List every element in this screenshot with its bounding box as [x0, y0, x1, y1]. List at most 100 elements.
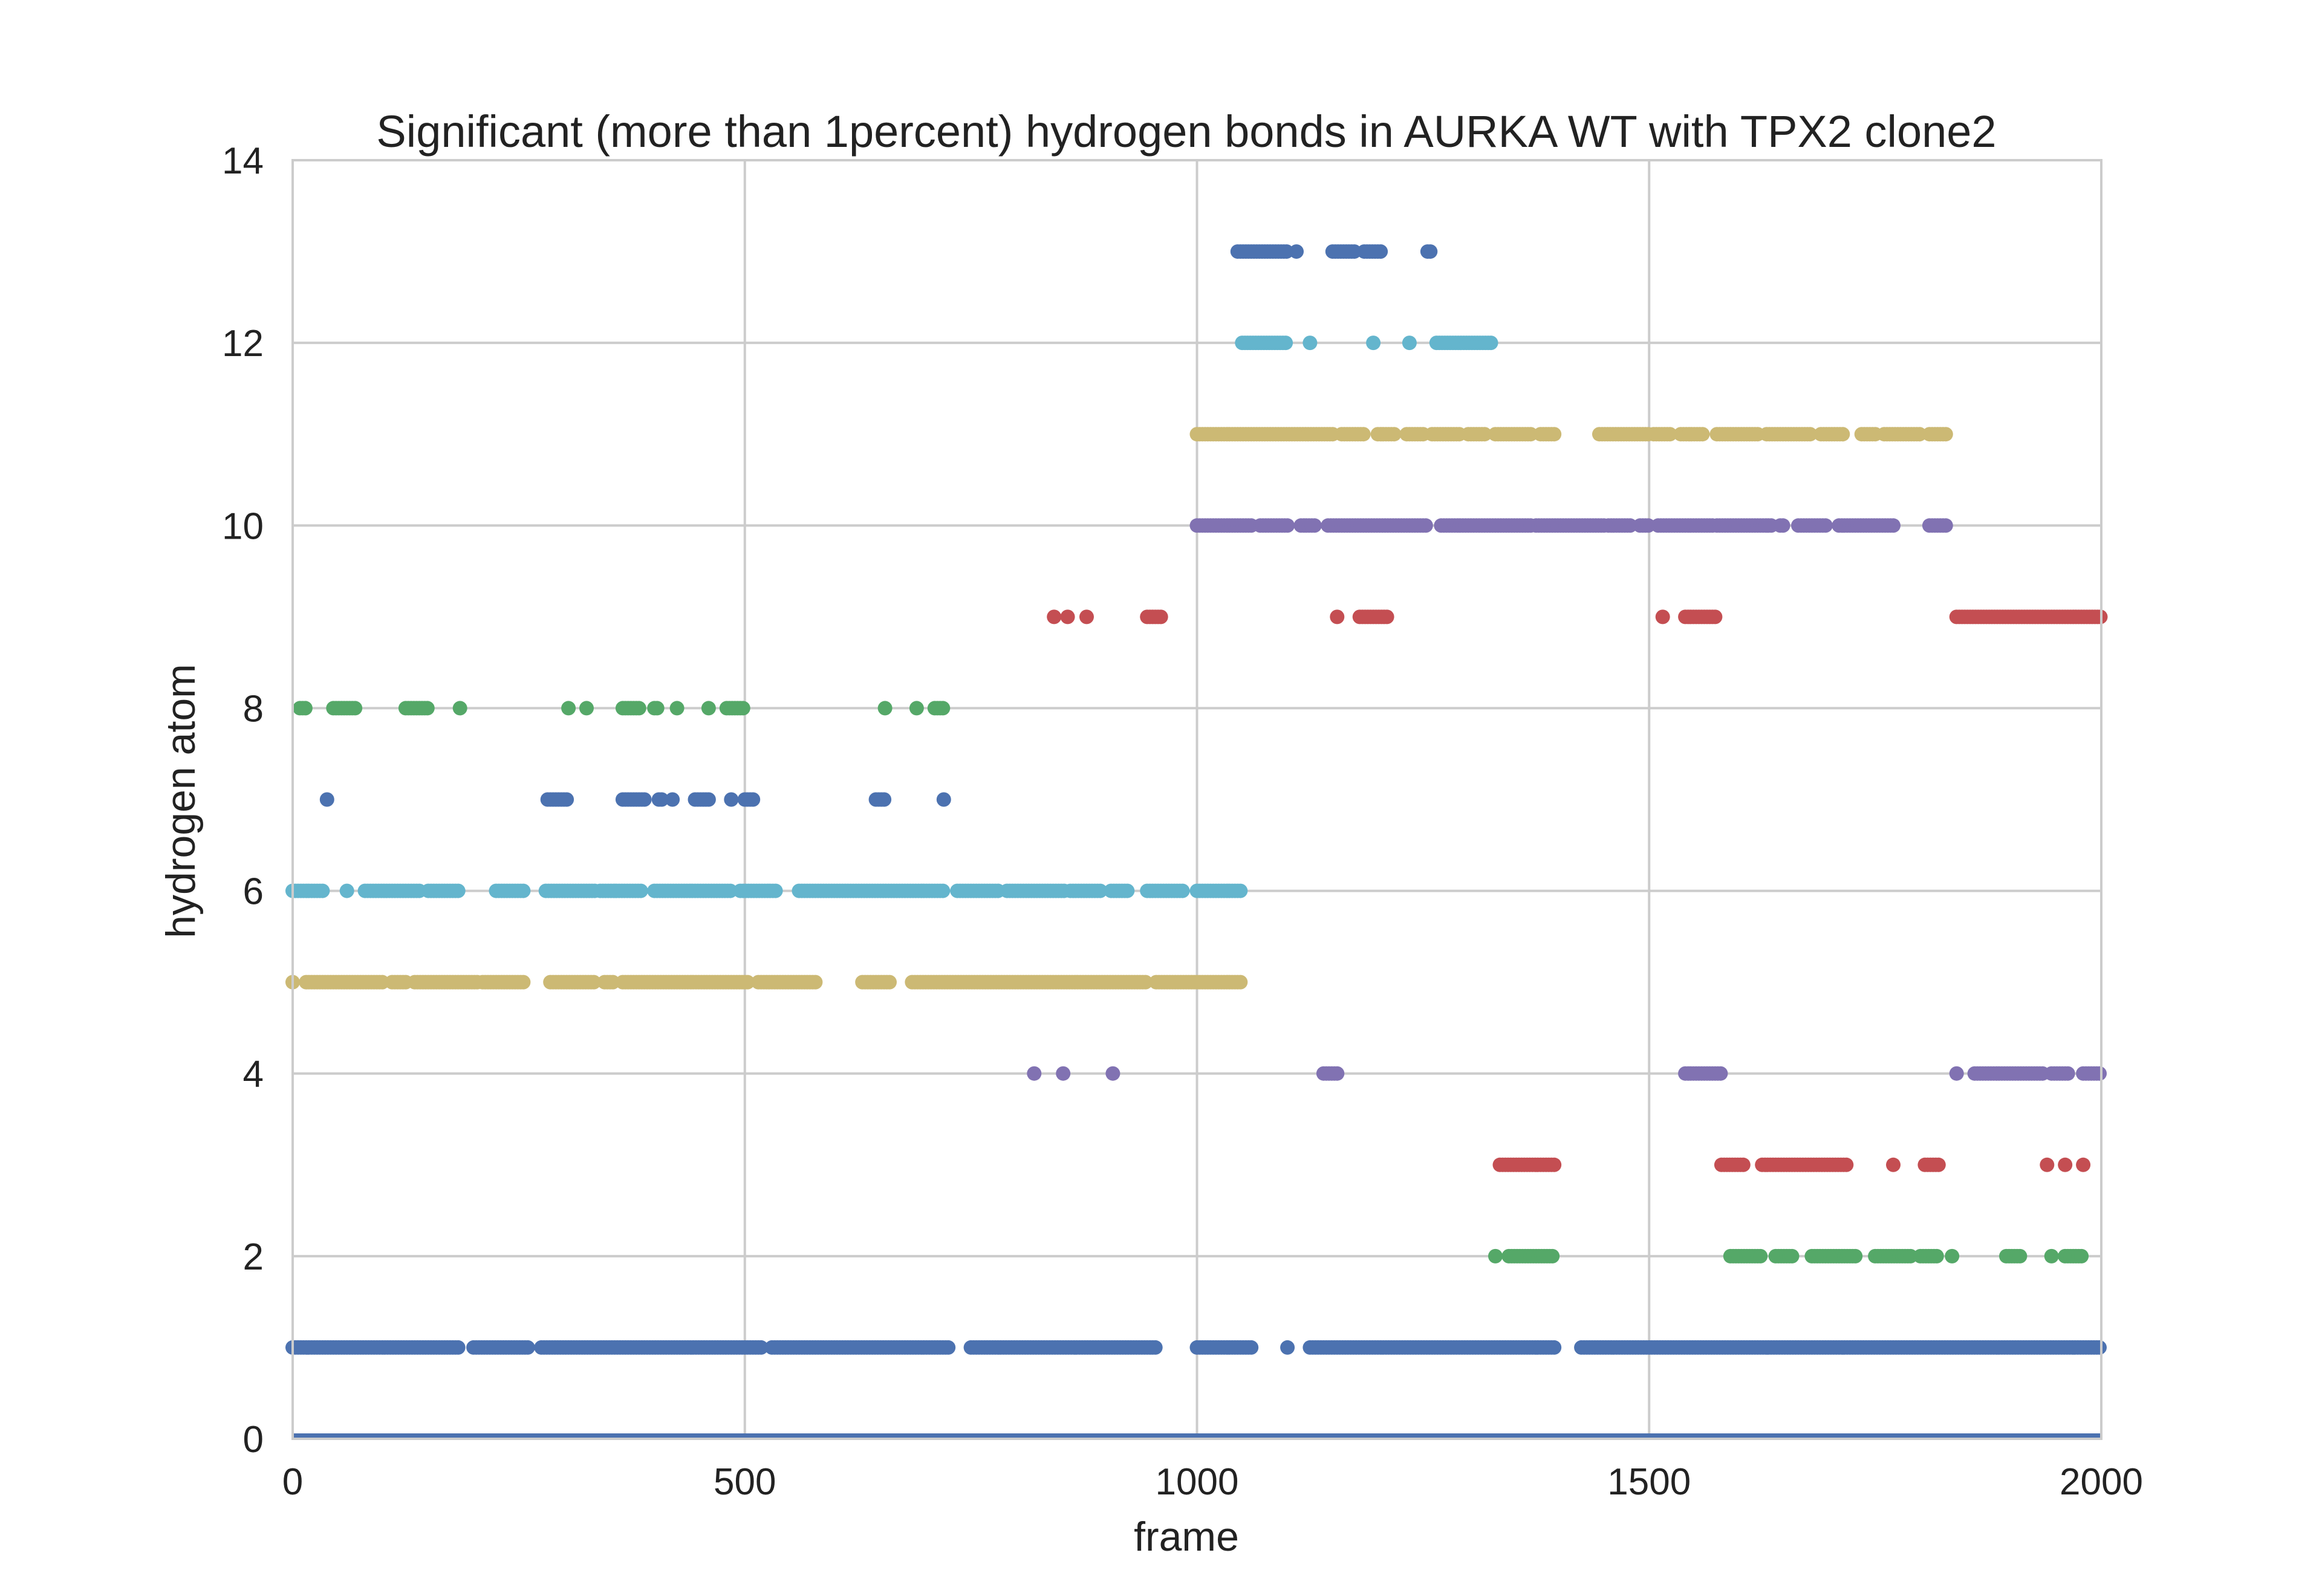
data-point: [1818, 518, 1833, 533]
data-point: [1233, 975, 1248, 990]
y-tick-labels: 0 2 4 6 8 10 12 14: [222, 140, 264, 1461]
data-point: [1138, 975, 1153, 990]
data-point: [559, 792, 574, 807]
data-point: [1093, 883, 1108, 898]
data-point: [1347, 244, 1362, 259]
data-point: [649, 701, 665, 716]
series-y-4: [1027, 1066, 2107, 1081]
data-point: [936, 792, 951, 807]
data-point: [1387, 427, 1402, 442]
data-point: [665, 792, 680, 807]
y-tick-label: 4: [243, 1054, 264, 1095]
data-point: [1545, 1248, 1560, 1264]
data-point: [1547, 1340, 1562, 1355]
data-point: [1886, 1157, 1901, 1172]
x-tick-label: 2000: [2060, 1461, 2143, 1503]
data-point: [1278, 336, 1293, 351]
data-point: [1886, 518, 1901, 533]
data-point: [877, 792, 892, 807]
data-point: [724, 792, 739, 807]
y-tick-label: 10: [222, 505, 264, 547]
data-point: [909, 701, 924, 716]
data-point: [1488, 1248, 1503, 1264]
data-point: [1280, 518, 1295, 533]
data-point: [1402, 336, 1417, 351]
data-point: [1949, 1066, 1964, 1081]
data-point: [1655, 609, 1670, 624]
data-point: [561, 701, 576, 716]
x-tick-label: 0: [282, 1461, 303, 1503]
data-point: [1929, 1248, 1944, 1264]
data-point: [339, 883, 354, 898]
series-y-8: [293, 701, 951, 716]
data-point: [1244, 1340, 1259, 1355]
y-tick-label: 12: [222, 323, 264, 365]
data-point: [808, 975, 823, 990]
data-point: [319, 792, 334, 807]
series-y-12: [1235, 336, 1498, 351]
plot-frame: [291, 159, 2102, 1440]
data-point: [1708, 609, 1723, 624]
data-point: [375, 975, 390, 990]
data-point: [1662, 427, 1677, 442]
data-point: [1547, 427, 1562, 442]
data-point: [2074, 1248, 2089, 1264]
data-point: [723, 883, 738, 898]
data-point: [633, 883, 648, 898]
data-point: [882, 975, 897, 990]
series-y-1: [285, 1340, 2107, 1355]
data-point: [2092, 1340, 2107, 1355]
data-point: [1175, 883, 1190, 898]
data-point: [735, 701, 750, 716]
data-point: [1233, 883, 1248, 898]
series-y-5: [285, 975, 1248, 990]
data-point: [348, 701, 363, 716]
x-axis-label: frame: [1134, 1514, 1239, 1560]
y-axis-label: hydrogen atom: [158, 664, 204, 938]
series-y-9: [1047, 609, 2108, 624]
data-point: [1938, 427, 1953, 442]
data-point: [1753, 1248, 1768, 1264]
data-point: [579, 701, 594, 716]
data-point: [1056, 1066, 1071, 1081]
data-point: [1835, 427, 1850, 442]
data-point: [1153, 609, 1168, 624]
data-point: [315, 883, 330, 898]
data-point: [701, 701, 716, 716]
y-tick-label: 8: [243, 688, 264, 730]
data-point: [631, 701, 646, 716]
data-point: [2092, 1066, 2107, 1081]
data-point: [768, 883, 783, 898]
data-point: [1330, 609, 1345, 624]
data-point: [516, 975, 531, 990]
data-point: [516, 883, 531, 898]
data-point: [1477, 427, 1492, 442]
series-y-13: [1230, 244, 1438, 259]
series-y-7: [319, 792, 951, 807]
data-point: [1547, 1157, 1562, 1172]
data-point: [1302, 336, 1318, 351]
data-point: [2060, 1066, 2075, 1081]
data-point: [1735, 1157, 1751, 1172]
series-y-10: [1189, 518, 1953, 533]
data-point: [654, 792, 669, 807]
data-point: [1423, 244, 1438, 259]
data-point: [1912, 427, 1927, 442]
data-point: [450, 1340, 466, 1355]
data-point: [1280, 1340, 1295, 1355]
data-point: [1366, 336, 1381, 351]
data-point: [1373, 244, 1388, 259]
data-point: [1105, 1066, 1120, 1081]
series-y-2: [1488, 1248, 2089, 1264]
data-point: [2040, 1157, 2055, 1172]
data-point: [452, 701, 467, 716]
data-point: [1289, 244, 1304, 259]
data-point: [2044, 1248, 2059, 1264]
data-point: [420, 701, 435, 716]
data-point: [877, 701, 893, 716]
data-point: [587, 975, 601, 990]
data-point: [746, 792, 761, 807]
data-point: [520, 1340, 535, 1355]
data-point: [740, 975, 755, 990]
y-tick-label: 0: [243, 1419, 264, 1461]
